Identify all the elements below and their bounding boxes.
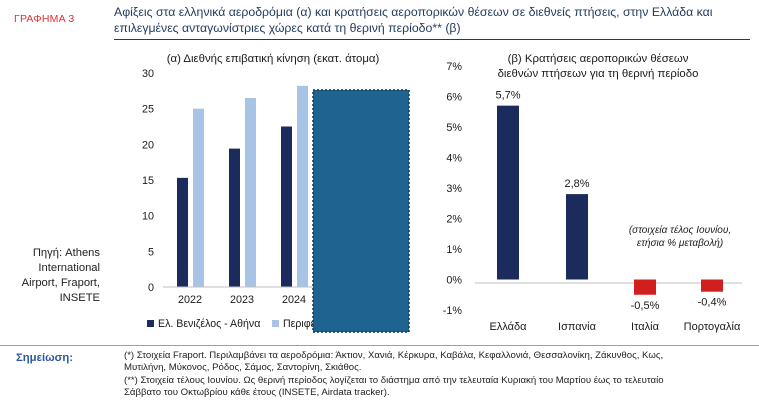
right-data-labels: 5,7% 2,8% -0,5% -0,4% (495, 90, 726, 312)
left-y-tick-label: 5 (148, 246, 154, 258)
source-text: Πηγή: Athens International Airport, Frap… (0, 246, 100, 306)
source-line: Airport, Fraport, (21, 277, 100, 289)
chart-title: Αφίξεις στα ελληνικά αεροδρόμια (α) και … (114, 5, 713, 35)
right-annotation-line: ετήσια % μεταβολή) (637, 237, 723, 249)
right-x-tick-label: Πορτογαλία (684, 321, 741, 333)
right-bars (497, 105, 723, 295)
source-line: Πηγή: Athens (32, 247, 100, 259)
note-line: (**) Στοιχεία τέλους Ιουνίου. Ως θερινή … (124, 374, 664, 386)
right-bar (634, 279, 656, 295)
left-x-tick-label: 2022 (178, 294, 202, 306)
right-bar (566, 194, 588, 280)
left-y-tick-label: 30 (142, 68, 154, 80)
right-x-tick-label: Ιταλία (631, 321, 660, 333)
note-line: Σάββατο του Οκτωβρίου κάθε έτους (INSETE… (124, 387, 390, 399)
notes-divider (0, 345, 759, 346)
note-line: Μυτιλήνη, Μύκονος, Ρόδος, Σάμος, Σαντορί… (124, 362, 362, 374)
right-data-label: 5,7% (495, 90, 520, 102)
title-divider (114, 39, 750, 40)
right-y-tick-label: 6% (446, 92, 462, 104)
notes-label: Σημείωση: (16, 352, 74, 364)
right-bar (497, 105, 519, 280)
legend-label-athens: Ελ. Βενιζέλος - Αθήνα (158, 318, 260, 330)
right-x-tick-label: Ισπανία (558, 321, 597, 333)
redaction-overlay (312, 89, 410, 333)
right-x-tick-label: Ελλάδα (489, 321, 527, 333)
left-y-tick-label: 25 (142, 104, 154, 116)
legend-swatch-light (272, 320, 279, 327)
left-bar (193, 108, 204, 288)
right-y-tick-label: 1% (446, 244, 462, 256)
right-y-tick-label: 7% (446, 61, 462, 73)
left-chart: (α) Διεθνής επιβατική κίνηση (εκατ. άτομ… (142, 53, 410, 333)
notes: (*) Στοιχεία Fraport. Περιλαμβάνει τα αε… (124, 350, 754, 400)
right-chart-title-line: (β) Κρατήσεις αεροπορικών θέσεων (508, 53, 689, 65)
right-y-tick-label: 2% (446, 214, 462, 226)
right-y-tick-label: 0% (446, 275, 462, 287)
left-x-tick-label: 2024 (282, 294, 306, 306)
charts-svg: (α) Διεθνής επιβατική κίνηση (εκατ. άτομ… (142, 53, 742, 333)
right-chart-title-line: διεθνών πτήσεων για τη θερινή περίοδο (498, 68, 699, 80)
left-bar (281, 126, 292, 287)
left-bar (177, 177, 188, 287)
figure-label: ΓΡΑΦΗΜΑ 3 (14, 13, 75, 25)
right-y-tick-label: 5% (446, 122, 462, 134)
right-bar (701, 279, 723, 292)
source-line: INSETE (59, 292, 100, 304)
left-bar (245, 97, 256, 287)
legend-swatch-dark (147, 320, 154, 327)
right-annotation-line: (στοιχεία τέλος Ιουνίου, (629, 224, 731, 236)
left-bar (297, 85, 308, 287)
right-y-tick-label: -1% (443, 305, 463, 317)
right-y-tick-label: 4% (446, 153, 462, 165)
right-data-label: 2,8% (564, 178, 589, 190)
left-x-tick-label: 2023 (230, 294, 254, 306)
left-x-axis: 2022 2023 2024 (178, 294, 306, 306)
right-data-label: -0,5% (631, 300, 660, 312)
right-data-label: -0,4% (698, 297, 727, 309)
note-line: (*) Στοιχεία Fraport. Περιλαμβάνει τα αε… (124, 350, 664, 361)
left-y-tick-label: 15 (142, 175, 154, 187)
right-y-axis: -1% 0% 1% 2% 3% 4% 5% 6% 7% (443, 61, 463, 317)
right-chart: (β) Κρατήσεις αεροπορικών θέσεων διεθνών… (443, 53, 742, 333)
left-y-tick-label: 0 (148, 282, 154, 294)
right-x-axis: Ελλάδα Ισπανία Ιταλία Πορτογαλία (489, 321, 740, 333)
left-chart-title: (α) Διεθνής επιβατική κίνηση (εκατ. άτομ… (167, 53, 380, 65)
left-y-tick-label: 10 (142, 211, 154, 223)
left-bar (229, 148, 240, 287)
source-line: International (38, 262, 100, 274)
right-y-tick-label: 3% (446, 183, 462, 195)
left-y-tick-label: 20 (142, 139, 154, 151)
left-bars (177, 85, 308, 288)
left-y-axis: 0 5 10 15 20 25 30 (142, 68, 154, 294)
